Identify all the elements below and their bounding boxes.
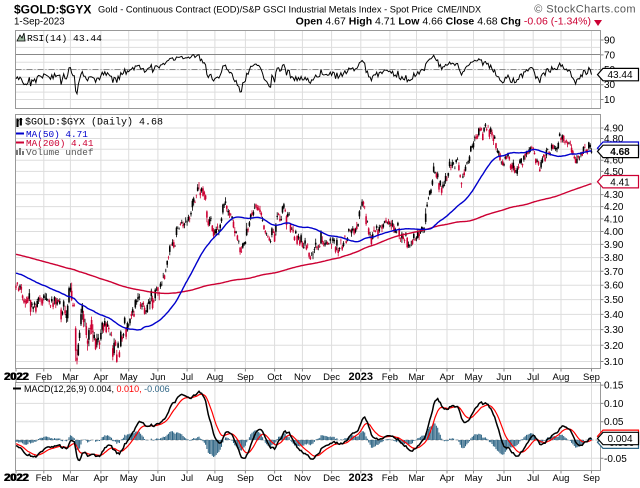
svg-text:-0.05: -0.05 (604, 454, 627, 465)
svg-text:4.10: 4.10 (604, 214, 624, 225)
svg-text:Feb: Feb (382, 372, 398, 383)
svg-text:Mar: Mar (62, 473, 78, 484)
svg-text:2023: 2023 (349, 472, 373, 484)
svg-text:Sep: Sep (583, 473, 600, 484)
svg-text:Volume undef: Volume undef (26, 147, 94, 158)
svg-text:MA(200) 4.41: MA(200) 4.41 (26, 138, 94, 149)
svg-text:4.50: 4.50 (604, 167, 624, 178)
svg-text:4.80: 4.80 (604, 134, 624, 145)
svg-text:Oct: Oct (267, 372, 282, 383)
svg-text:0.10: 0.10 (604, 399, 624, 410)
svg-text:Jun: Jun (150, 372, 165, 383)
svg-text:RSI(14) 43.44: RSI(14) 43.44 (27, 33, 102, 44)
svg-text:© StockCharts.com: © StockCharts.com (534, 4, 636, 16)
svg-text:43.44: 43.44 (607, 70, 632, 81)
svg-text:Aug: Aug (553, 372, 570, 383)
svg-text:10: 10 (604, 95, 616, 106)
svg-text:Aug: Aug (206, 372, 223, 383)
svg-text:Sep: Sep (237, 473, 254, 484)
svg-text:4.60: 4.60 (604, 156, 624, 167)
svg-text:Feb: Feb (36, 372, 52, 383)
svg-text:Aug: Aug (553, 473, 570, 484)
svg-text:3.30: 3.30 (604, 325, 624, 336)
svg-text:Apr: Apr (94, 372, 109, 383)
svg-text:2022: 2022 (4, 472, 28, 484)
svg-text:3.70: 3.70 (604, 267, 624, 278)
svg-text:Apr: Apr (440, 372, 455, 383)
svg-text:70: 70 (604, 50, 616, 61)
svg-text:2022: 2022 (4, 371, 28, 383)
svg-text:$GOLD:$GYX: $GOLD:$GYX (14, 3, 91, 17)
svg-text:May: May (465, 372, 483, 383)
svg-text:Feb: Feb (382, 473, 398, 484)
svg-text:4.00: 4.00 (604, 227, 624, 238)
svg-text:Gold - Continuous Contract (EO: Gold - Continuous Contract (EOD)/S&P GSC… (98, 5, 433, 15)
svg-text:3.50: 3.50 (604, 295, 624, 306)
svg-text:May: May (465, 473, 483, 484)
svg-text:Apr: Apr (440, 473, 455, 484)
svg-text:3.90: 3.90 (604, 240, 624, 251)
svg-text:2022: 2022 (5, 371, 29, 383)
svg-text:0.004: 0.004 (607, 434, 632, 445)
svg-text:3.60: 3.60 (604, 281, 624, 292)
svg-text:$GOLD:$GYX (Daily) 4.68: $GOLD:$GYX (Daily) 4.68 (25, 117, 163, 129)
svg-text:May: May (120, 473, 138, 484)
svg-text:Mar: Mar (62, 372, 78, 383)
svg-text:Jul: Jul (527, 473, 539, 484)
svg-text:4.41: 4.41 (610, 177, 630, 188)
svg-text:3.80: 3.80 (604, 253, 624, 264)
svg-text:Jul: Jul (181, 372, 193, 383)
svg-text:Feb: Feb (36, 473, 52, 484)
svg-text:4.68: 4.68 (610, 147, 630, 158)
svg-text:4.90: 4.90 (604, 124, 624, 135)
svg-text:Nov: Nov (294, 372, 311, 383)
svg-text:May: May (120, 372, 138, 383)
svg-text:Jul: Jul (527, 372, 539, 383)
svg-text:3.40: 3.40 (604, 310, 624, 321)
svg-text:2023: 2023 (349, 371, 373, 383)
svg-text:3.10: 3.10 (604, 357, 624, 368)
svg-text:Mar: Mar (408, 473, 424, 484)
svg-text:Oct: Oct (267, 473, 282, 484)
svg-text:Open 4.67 High 4.71 Low 4.66 C: Open 4.67 High 4.71 Low 4.66 Close 4.68 … (296, 16, 591, 28)
svg-text:CME/INDX: CME/INDX (437, 5, 481, 15)
svg-text:0.05: 0.05 (604, 417, 624, 428)
svg-text:0.15: 0.15 (604, 381, 624, 392)
svg-text:Aug: Aug (206, 473, 223, 484)
svg-text:Jun: Jun (496, 372, 511, 383)
svg-text:Dec: Dec (323, 372, 340, 383)
svg-text:Sep: Sep (583, 372, 600, 383)
svg-text:Apr: Apr (94, 473, 109, 484)
svg-text:4.20: 4.20 (604, 202, 624, 213)
svg-text:Jul: Jul (181, 473, 193, 484)
svg-text:90: 90 (604, 36, 616, 47)
svg-text:Jun: Jun (496, 473, 511, 484)
svg-text:4.30: 4.30 (604, 190, 624, 201)
svg-text:30: 30 (604, 80, 616, 91)
svg-text:Dec: Dec (323, 473, 340, 484)
svg-text:2022: 2022 (5, 472, 29, 484)
svg-text:1-Sep-2023: 1-Sep-2023 (14, 17, 65, 28)
svg-text:3.20: 3.20 (604, 341, 624, 352)
svg-text:MA(50) 4.71: MA(50) 4.71 (26, 129, 88, 140)
svg-text:Mar: Mar (408, 372, 424, 383)
svg-text:Sep: Sep (237, 372, 254, 383)
svg-text:Nov: Nov (294, 473, 311, 484)
svg-text:MACD(12,26,9) 0.004, 0.010, -0: MACD(12,26,9) 0.004, 0.010, -0.006 (24, 384, 170, 394)
svg-text:Jun: Jun (150, 473, 165, 484)
